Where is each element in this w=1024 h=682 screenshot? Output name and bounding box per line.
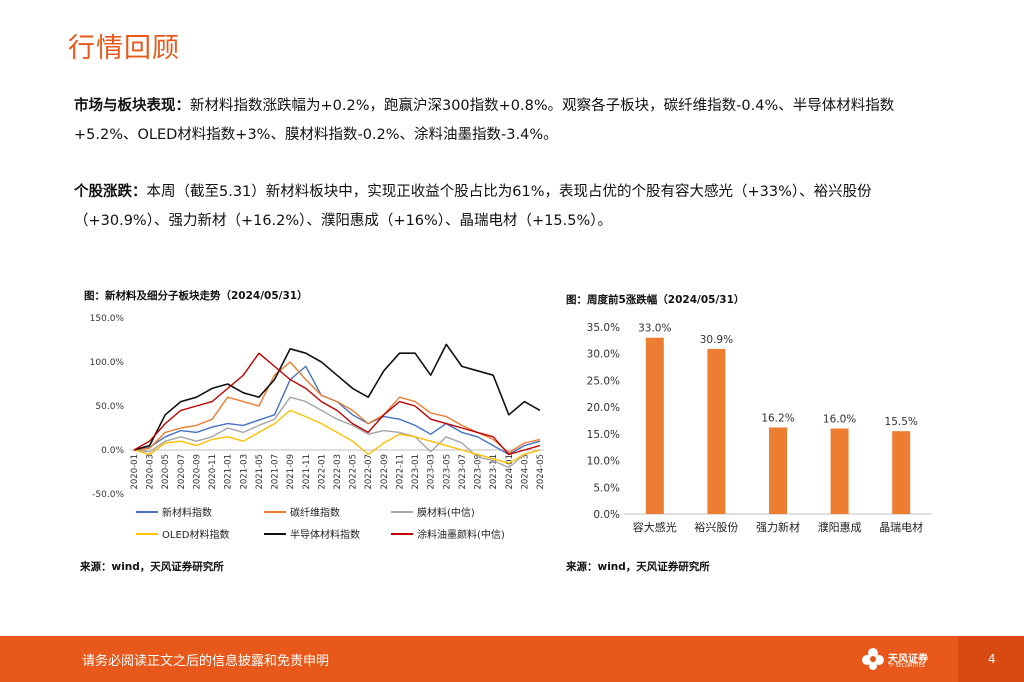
series-line <box>133 361 541 454</box>
series-line <box>133 352 541 456</box>
bar-value-label: 15.5% <box>885 416 918 428</box>
bar-value-label: 30.9% <box>700 334 733 346</box>
x-tick-label: 2020-07 <box>177 454 187 490</box>
y-tick-label: 10.0% <box>587 456 620 468</box>
x-tick-label: 2021-03 <box>239 454 249 490</box>
x-tick-label: 2023-09 <box>474 454 484 490</box>
x-tick-label: 2022-05 <box>349 454 359 490</box>
y-tick-label: 50.0% <box>95 402 124 412</box>
legend-label: 碳纤维指数 <box>290 506 340 519</box>
page-number: 4 <box>988 652 996 666</box>
flower-logo-icon <box>862 648 884 670</box>
x-tick-label: 2023-07 <box>458 454 468 490</box>
x-tick-label: 2020-01 <box>130 454 140 490</box>
y-tick-label: 35.0% <box>587 322 620 334</box>
series-line <box>133 409 541 464</box>
line-chart: 150.0% 100.0% 50.0% 0.0% -50.0% 2020-01 2020-0… <box>90 314 546 541</box>
footer-bar: 请务必阅读正文之后的信息披露和免责申明 天风证券 TF SECURITIES 4 <box>0 636 1024 682</box>
x-tick-label: 2021-09 <box>286 454 296 490</box>
stock-paragraph: 个股涨跌：本周（截至5.31）新材料板块中，实现正收益个股占比为61%，表现占优… <box>74 178 954 236</box>
y-tick-label: 30.0% <box>587 349 620 361</box>
left-chart-caption: 图：新材料及细分子板块走势（2024/05/31） <box>84 290 308 302</box>
x-tick-label: 2021-01 <box>224 454 234 490</box>
x-tick-label: 2022-11 <box>395 454 405 490</box>
page-title: 行情回顾 <box>68 33 180 64</box>
legend-label: 涂料油墨颜料(中信) <box>417 528 505 541</box>
y-tick-label: 0.0% <box>101 446 124 456</box>
series-line <box>133 343 541 451</box>
bar <box>769 427 787 514</box>
bar <box>892 431 911 514</box>
x-tick-label: 2021-07 <box>271 454 281 490</box>
x-tick-label: 2020-09 <box>192 454 202 490</box>
y-tick-label: 5.0% <box>593 482 620 494</box>
y-tick-label: -50.0% <box>92 490 124 500</box>
x-category-label: 濮阳惠成 <box>818 520 862 534</box>
x-tick-label: 2022-07 <box>364 454 374 490</box>
logo-subtitle: TF SECURITIES <box>888 663 925 669</box>
x-tick-label: 2023-01 <box>411 454 421 490</box>
x-tick-label: 2020-11 <box>208 454 218 490</box>
legend-label: 新材料指数 <box>162 506 212 519</box>
market-label: 市场与板块表现： <box>74 98 190 114</box>
y-tick-label: 0.0% <box>593 509 620 521</box>
right-chart-caption: 图：周度前5涨跌幅（2024/05/31） <box>566 294 745 306</box>
right-chart-source: 来源：wind，天风证券研究所 <box>566 561 710 573</box>
market-text: 新材料指数涨跌幅为+0.2%，跑赢沪深300指数+0.8%。观察各子板块，碳纤维… <box>74 98 895 143</box>
bar-value-label: 16.2% <box>761 412 794 424</box>
x-tick-label: 2024-01 <box>505 454 515 490</box>
x-tick-label: 2023-05 <box>442 454 452 490</box>
logo-name: 天风证券 <box>888 654 928 665</box>
legend-label: 半导体材料指数 <box>290 528 360 541</box>
y-tick-label: 15.0% <box>587 429 620 441</box>
x-tick-label: 2022-09 <box>380 454 390 490</box>
company-logo: 天风证券 TF SECURITIES <box>860 646 940 674</box>
x-tick-label: 2022-03 <box>333 454 343 490</box>
x-tick-label: 2024-03 <box>520 454 530 490</box>
x-tick-label: 2023-11 <box>489 454 499 490</box>
x-category-label: 裕兴股份 <box>694 521 738 534</box>
x-tick-label: 2022-01 <box>317 454 327 490</box>
stock-text: 本周（截至5.31）新材料板块中，实现正收益个股占比为61%，表现占优的个股有容… <box>74 184 872 229</box>
legend-label: 膜材料(中信) <box>417 506 475 519</box>
y-tick-label: 100.0% <box>90 358 125 368</box>
x-tick-label: 2020-05 <box>161 454 171 490</box>
market-paragraph: 市场与板块表现：新材料指数涨跌幅为+0.2%，跑赢沪深300指数+0.8%。观察… <box>74 92 954 150</box>
y-tick-label: 150.0% <box>90 314 125 324</box>
bar <box>830 428 849 514</box>
x-category-label: 容大感光 <box>633 520 677 534</box>
y-tick-label: 20.0% <box>587 402 620 414</box>
stock-label: 个股涨跌： <box>74 184 147 200</box>
legend-label: OLED材料指数 <box>162 528 229 541</box>
bar <box>707 348 726 514</box>
x-tick-label: 2023-03 <box>427 454 437 490</box>
x-tick-label: 2024-05 <box>536 454 546 490</box>
bar-value-label: 16.0% <box>823 414 856 426</box>
left-chart-source: 来源：wind，天风证券研究所 <box>80 561 224 573</box>
bar-value-label: 33.0% <box>638 323 671 335</box>
x-tick-label: 2020-03 <box>146 454 156 490</box>
y-tick-label: 25.0% <box>587 375 620 387</box>
x-tick-label: 2021-11 <box>302 454 312 490</box>
footer-corner <box>958 636 1024 682</box>
bar-chart: 35.0% 30.0% 25.0% 20.0% 15.0% 10.0% 5.0% 0.0% 33… <box>587 322 932 534</box>
x-category-label: 晶瑞电材 <box>879 520 923 534</box>
x-category-label: 强力新材 <box>756 520 800 534</box>
footer-disclaimer: 请务必阅读正文之后的信息披露和免责申明 <box>82 654 330 669</box>
bar <box>645 337 664 514</box>
x-tick-label: 2021-05 <box>255 454 265 490</box>
